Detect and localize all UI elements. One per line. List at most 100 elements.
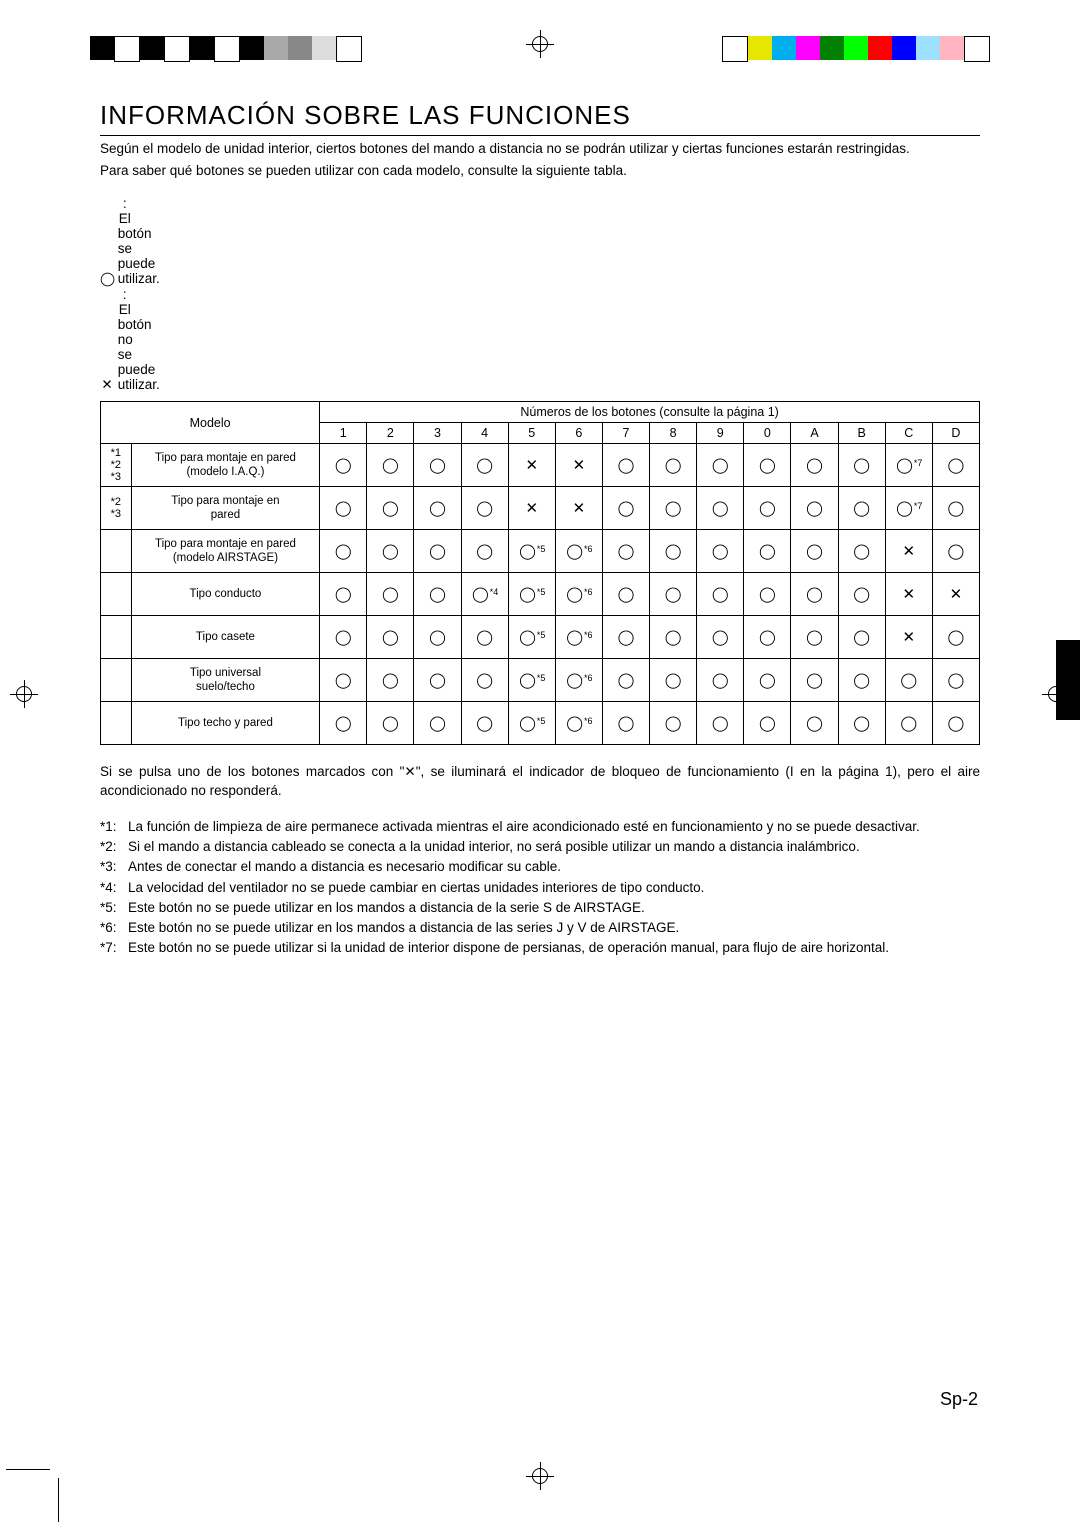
legend-circle-symbol: ◯ (100, 271, 114, 287)
row-footnote-refs (101, 573, 132, 616)
footnote-text: Este botón no se puede utilizar en los m… (128, 919, 980, 937)
cell: ◯ (932, 659, 979, 702)
cell: ◯*5 (508, 659, 555, 702)
th-col: C (885, 423, 932, 444)
th-model: Modelo (101, 402, 320, 444)
cell: ◯ (367, 702, 414, 745)
color-swatch (214, 36, 240, 62)
footnote-text: Antes de conectar el mando a distancia e… (128, 858, 980, 876)
footnote: *1:La función de limpieza de aire perman… (100, 818, 980, 836)
functions-table: Modelo Números de los botones (consulte … (100, 401, 980, 745)
th-col: 3 (414, 423, 461, 444)
cell: ◯ (932, 444, 979, 487)
cell: ◯ (367, 444, 414, 487)
cell: ◯ (932, 616, 979, 659)
cell: ◯ (461, 616, 508, 659)
cell: ◯ (367, 530, 414, 573)
print-registration-bottom (80, 1458, 1000, 1492)
registration-mark-left (10, 680, 38, 708)
color-swatch (796, 36, 820, 60)
table-row: Tipo para montaje en pared(modelo AIRSTA… (101, 530, 980, 573)
cell: ◯ (791, 702, 838, 745)
cell: ◯ (744, 487, 791, 530)
cell: ◯ (838, 444, 885, 487)
color-swatch (190, 36, 214, 60)
cell: ◯ (744, 702, 791, 745)
row-footnote-refs (101, 616, 132, 659)
th-numbers: Números de los botones (consulte la pági… (320, 402, 980, 423)
cell: ✕ (932, 573, 979, 616)
footnote-id: *1: (100, 818, 128, 836)
cell: ◯*6 (555, 659, 602, 702)
footnote: *2:Si el mando a distancia cableado se c… (100, 838, 980, 856)
cell: ◯ (791, 444, 838, 487)
cell: ◯ (838, 659, 885, 702)
footnote: *4:La velocidad del ventilador no se pue… (100, 879, 980, 897)
cell: ◯ (650, 659, 697, 702)
cell: ✕ (555, 487, 602, 530)
cell: ◯ (744, 659, 791, 702)
legend: ◯ : El botón se puede utilizar. ✕ : El b… (100, 196, 980, 393)
cell: ◯*5 (508, 573, 555, 616)
footnote-text: La velocidad del ventilador no se puede … (128, 879, 980, 897)
cell: ◯ (791, 573, 838, 616)
cell: ◯ (885, 702, 932, 745)
th-col: D (932, 423, 979, 444)
cell: ✕ (885, 530, 932, 573)
cell: ◯ (602, 616, 649, 659)
th-col: 8 (650, 423, 697, 444)
cell: ◯*6 (555, 616, 602, 659)
color-swatch (964, 36, 990, 62)
color-swatch (264, 36, 288, 60)
cell: ◯ (744, 616, 791, 659)
cell: ◯ (320, 659, 367, 702)
cell: ◯ (838, 530, 885, 573)
footnote-id: *3: (100, 858, 128, 876)
cell: ◯ (320, 530, 367, 573)
footnote-id: *2: (100, 838, 128, 856)
cell: ◯*5 (508, 616, 555, 659)
th-col: A (791, 423, 838, 444)
table-row: Tipo universalsuelo/techo◯◯◯◯◯*5◯*6◯◯◯◯◯… (101, 659, 980, 702)
footnotes: *1:La función de limpieza de aire perman… (100, 818, 980, 958)
intro-p1: Según el modelo de unidad interior, cier… (100, 140, 980, 158)
registration-mark-top (526, 30, 554, 58)
cell: ◯ (367, 616, 414, 659)
cell: ◯ (414, 487, 461, 530)
cell: ◯ (791, 616, 838, 659)
cell: ◯ (461, 487, 508, 530)
footnote-text: Este botón no se puede utilizar en los m… (128, 899, 980, 917)
cell: ◯ (320, 573, 367, 616)
color-swatches-left (90, 36, 362, 60)
cell: ◯ (697, 444, 744, 487)
footnote-text: Si el mando a distancia cableado se cone… (128, 838, 980, 856)
footnote-text: La función de limpieza de aire permanece… (128, 818, 980, 836)
cell: ◯ (461, 659, 508, 702)
cell: ◯ (414, 702, 461, 745)
color-swatch (312, 36, 336, 60)
footnote: *5:Este botón no se puede utilizar en lo… (100, 899, 980, 917)
color-swatch (940, 36, 964, 60)
cell: ◯ (414, 616, 461, 659)
page-number: Sp-2 (940, 1389, 978, 1410)
cell: ◯ (320, 444, 367, 487)
cell: ◯ (697, 616, 744, 659)
table-row: Tipo techo y pared◯◯◯◯◯*5◯*6◯◯◯◯◯◯◯◯ (101, 702, 980, 745)
registration-mark-bottom (526, 1462, 554, 1490)
cell: ◯ (885, 659, 932, 702)
color-swatch (90, 36, 114, 60)
footnote-id: *5: (100, 899, 128, 917)
row-model-name: Tipo conducto (131, 573, 320, 616)
cell: ◯*6 (555, 702, 602, 745)
cell: ◯ (414, 444, 461, 487)
color-swatch (140, 36, 164, 60)
cell: ◯ (461, 444, 508, 487)
color-swatch (114, 36, 140, 62)
cell: ◯ (602, 702, 649, 745)
cell: ◯ (367, 573, 414, 616)
cell: ◯*7 (885, 487, 932, 530)
cell: ✕ (885, 573, 932, 616)
table-row: *2*3Tipo para montaje enpared◯◯◯◯✕✕◯◯◯◯◯… (101, 487, 980, 530)
th-col: 9 (697, 423, 744, 444)
cell: ◯ (602, 573, 649, 616)
